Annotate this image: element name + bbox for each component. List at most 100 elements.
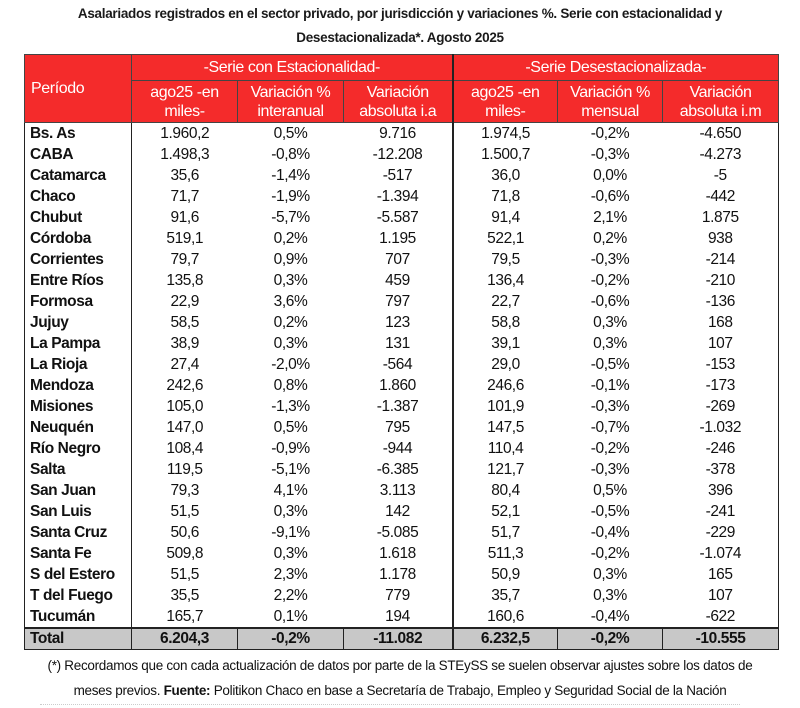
column-header: Variación % interanual	[237, 80, 344, 123]
value-cell: 0,2%	[273, 230, 308, 247]
jurisdiction-cell: Misiones	[30, 398, 94, 415]
value-cell: -0,5%	[590, 503, 630, 520]
value-cell: 0,3%	[593, 566, 627, 583]
jurisdiction-cell: San Juan	[30, 482, 96, 499]
jurisdiction-cell: Santa Cruz	[30, 524, 107, 541]
value-cell: -0,6%	[590, 293, 630, 310]
value-cell: 36,0	[451, 165, 558, 186]
value-cell: 1.178	[379, 566, 416, 583]
value-cell: 142	[385, 503, 410, 520]
value-cell: -241	[705, 503, 736, 520]
table-row: Formosa 22,9 3,6% 797 22,7 -0,6% -136	[25, 291, 779, 312]
value-cell: -0,2%	[557, 627, 663, 650]
jurisdiction-cell: Formosa	[30, 293, 93, 310]
jurisdiction-cell: San Luis	[30, 503, 92, 520]
value-cell: 459	[385, 272, 410, 289]
jurisdiction-cell: Santa Fe	[30, 545, 92, 562]
value-cell: 1.195	[379, 230, 416, 247]
value-cell: 22,7	[451, 291, 558, 312]
value-cell: 52,1	[451, 501, 558, 522]
table-row: Tucumán 165,7 0,1% 194 160,6 -0,4% -622	[25, 606, 779, 628]
value-cell: 0,3%	[273, 335, 308, 352]
value-cell: 119,5	[131, 459, 238, 480]
value-cell: -246	[705, 440, 736, 457]
value-cell: 1.875	[701, 209, 739, 226]
jurisdiction-cell: Chaco	[30, 188, 76, 205]
value-cell: -0,2%	[590, 125, 630, 142]
value-cell: 194	[385, 608, 410, 625]
value-cell: -378	[705, 461, 736, 478]
jurisdiction-cell: CABA	[30, 146, 74, 163]
jurisdiction-cell: Córdoba	[30, 230, 91, 247]
source-text: Politikon Chaco en base a Secretaría de …	[210, 683, 727, 698]
column-header-line: miles-	[164, 102, 205, 120]
column-header-line: absoluta i.a	[359, 102, 437, 120]
table-row: T del Fuego 35,5 2,2% 779 35,7 0,3% 107	[25, 585, 779, 606]
table-row: Santa Cruz 50,6 -9,1% -5.085 51,7 -0,4% -229	[25, 522, 779, 543]
value-cell: -6.385	[376, 461, 419, 478]
value-cell: 0,3%	[593, 314, 627, 331]
value-cell: 2,3%	[273, 566, 308, 583]
value-cell: 797	[385, 293, 410, 310]
table-row: Salta 119,5 -5,1% -6.385 121,7 -0,3% -378	[25, 459, 779, 480]
value-cell: 0,1%	[273, 608, 308, 625]
value-cell: -0,4%	[590, 524, 630, 541]
value-cell: 39,1	[451, 333, 558, 354]
value-cell: 22,9	[131, 291, 238, 312]
value-cell: -0,7%	[590, 419, 630, 436]
value-cell: 6.204,3	[131, 627, 238, 650]
value-cell: 938	[707, 230, 733, 247]
column-header-line: interanual	[257, 102, 324, 120]
footnote-line-1: (*) Recordamos que con cada actualizació…	[47, 658, 753, 673]
value-cell: 131	[385, 335, 410, 352]
value-cell: -4.273	[699, 146, 742, 163]
value-cell: 0,5%	[273, 125, 308, 142]
value-cell: -11.082	[342, 627, 453, 650]
value-cell: 107	[707, 587, 733, 604]
value-cell: 27,4	[131, 354, 238, 375]
value-cell: 4,1%	[273, 482, 308, 499]
value-cell: 1.618	[379, 545, 416, 562]
column-header: ago25 -en miles-	[131, 80, 238, 123]
value-cell: 509,8	[131, 543, 238, 564]
value-cell: -0,9%	[271, 440, 310, 457]
column-header-line: ago25 -en	[471, 83, 540, 101]
column-header: Variación absoluta i.a	[342, 80, 454, 123]
jurisdiction-cell: Entre Ríos	[30, 272, 104, 289]
jurisdiction-cell: S del Estero	[30, 566, 115, 583]
value-cell: 3,6%	[273, 293, 308, 310]
value-cell: -1,9%	[271, 188, 310, 205]
value-cell: 165,7	[131, 606, 238, 628]
value-cell: 0,3%	[593, 587, 627, 604]
value-cell: 80,4	[451, 480, 558, 501]
value-cell: 108,4	[131, 438, 238, 459]
value-cell: 35,7	[451, 585, 558, 606]
value-cell: 0,9%	[273, 251, 308, 268]
value-cell: 136,4	[451, 270, 558, 291]
value-cell: -1.387	[376, 398, 419, 415]
column-header: ago25 -en miles-	[451, 80, 559, 123]
value-cell: -5,7%	[271, 209, 310, 226]
table-row: Chubut 91,6 -5,7% -5.587 91,4 2,1% 1.875	[25, 207, 779, 228]
value-cell: 29,0	[451, 354, 558, 375]
value-cell: 795	[385, 419, 410, 436]
value-cell: 123	[385, 314, 410, 331]
value-cell: 160,6	[451, 606, 558, 628]
value-cell: 38,9	[131, 333, 238, 354]
value-cell: 3.113	[379, 482, 416, 499]
table-row: Neuquén 147,0 0,5% 795 147,5 -0,7% -1.032	[25, 417, 779, 438]
value-cell: -1.394	[376, 188, 419, 205]
value-cell: -12.208	[372, 146, 423, 163]
value-cell: -622	[705, 608, 736, 625]
value-cell: 1.500,7	[451, 144, 558, 165]
value-cell: -0,4%	[590, 608, 630, 625]
jurisdiction-cell: Catamarca	[30, 167, 106, 184]
jurisdiction-cell: La Rioja	[30, 356, 88, 373]
jurisdiction-cell: Salta	[30, 461, 66, 478]
value-cell: 147,0	[131, 417, 238, 438]
value-cell: -136	[705, 293, 736, 310]
table-row: Mendoza 242,6 0,8% 1.860 246,6 -0,1% -173	[25, 375, 779, 396]
value-cell: 1.960,2	[131, 122, 238, 144]
table-row: S del Estero 51,5 2,3% 1.178 50,9 0,3% 165	[25, 564, 779, 585]
value-cell: 79,7	[131, 249, 238, 270]
